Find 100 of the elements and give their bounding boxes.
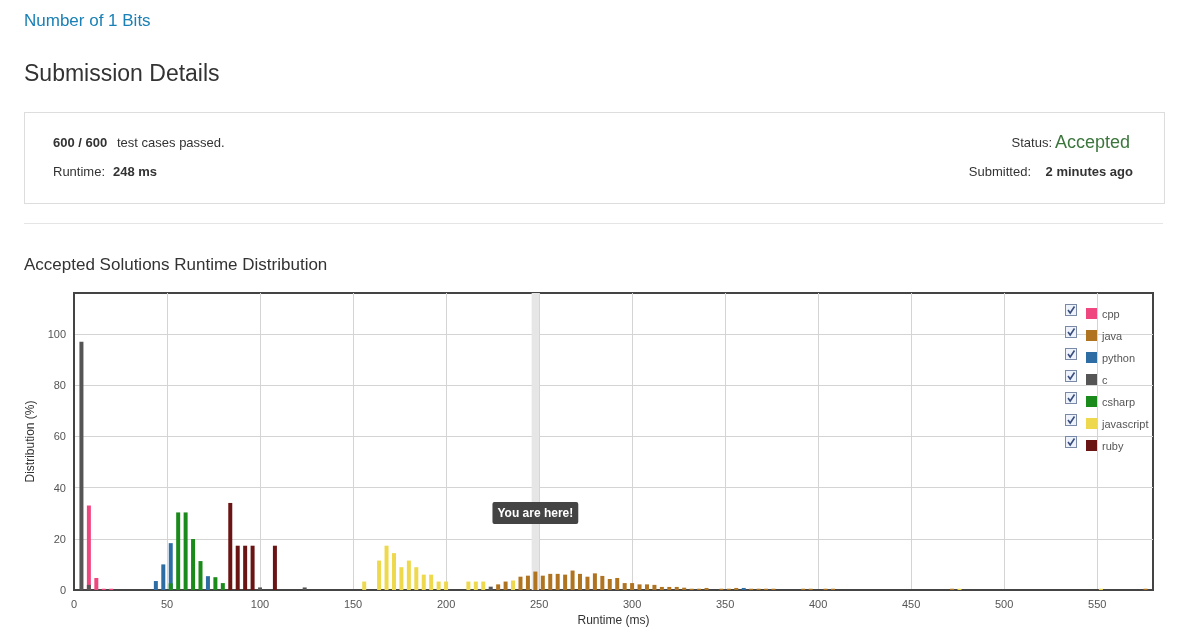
x-tick-label: 100 — [250, 597, 270, 610]
text: Accepted — [1054, 132, 1130, 153]
bar — [734, 587, 739, 590]
bar — [198, 561, 203, 590]
chart-title: Accepted Solutions Runtime Distribution — [24, 255, 328, 275]
y-tick-label: 0 — [59, 584, 66, 596]
x-tick-label: 150 — [343, 597, 363, 610]
bar — [555, 573, 560, 590]
x-tick-label: 300 — [622, 597, 642, 610]
bar — [563, 574, 568, 590]
x-axis-title: Runtime (ms) — [577, 613, 650, 627]
text: test cases passed. — [117, 135, 225, 150]
bar — [168, 583, 173, 590]
legend-label: java — [1101, 329, 1124, 342]
bar — [607, 578, 612, 590]
bar — [302, 587, 307, 590]
x-tick-label: 0 — [70, 597, 78, 610]
bar — [511, 580, 516, 590]
bar — [243, 545, 248, 590]
bar — [548, 573, 553, 590]
y-tick-label: 40 — [53, 481, 66, 494]
text: 600 / 600 — [53, 135, 108, 150]
bar — [667, 586, 672, 590]
bar — [674, 586, 679, 590]
x-tick-label: 550 — [1088, 597, 1107, 610]
bar — [250, 545, 255, 590]
bar — [183, 512, 188, 590]
bar — [228, 502, 233, 590]
y-tick-label: 80 — [53, 379, 66, 392]
bar — [518, 576, 523, 590]
bar — [592, 573, 597, 590]
bar — [391, 553, 396, 590]
bar — [503, 581, 508, 590]
bar — [377, 560, 382, 590]
bar — [600, 575, 605, 590]
bar — [652, 584, 657, 590]
bar — [496, 584, 501, 590]
text: 248 ms — [113, 164, 158, 179]
x-tick-label: 500 — [994, 597, 1014, 610]
x-tick-label: 450 — [901, 597, 921, 610]
bar — [704, 587, 709, 590]
y-tick-label: 60 — [53, 430, 66, 443]
text: 2 minutes ago — [1045, 164, 1133, 179]
bar — [578, 573, 583, 590]
bar — [384, 545, 389, 590]
text: Number of 1 Bits — [24, 11, 151, 31]
bar — [79, 341, 84, 590]
bar — [258, 587, 263, 590]
bar — [362, 581, 367, 590]
bar — [533, 571, 538, 590]
bar — [466, 581, 471, 590]
x-tick-label: 250 — [529, 597, 549, 610]
bar — [525, 575, 530, 590]
bar — [570, 570, 575, 590]
bar — [488, 586, 493, 590]
bar — [191, 539, 196, 590]
y-tick-label: 100 — [47, 327, 66, 340]
bar — [399, 567, 404, 590]
bar — [540, 575, 545, 590]
x-tick-label: 400 — [808, 597, 828, 610]
bar — [615, 577, 620, 590]
x-tick-label: 50 — [160, 597, 174, 610]
bar — [473, 581, 478, 590]
bar — [741, 587, 746, 590]
x-tick-label: 200 — [436, 597, 456, 610]
y-tick-label: 20 — [53, 532, 66, 545]
bar — [481, 581, 486, 590]
legend-label: csharp — [1102, 395, 1136, 408]
bar — [659, 586, 664, 590]
bar — [235, 545, 240, 590]
bar — [637, 584, 642, 590]
y-axis-title: Distribution (%) — [23, 400, 37, 483]
bar — [220, 583, 225, 590]
bar — [444, 581, 449, 590]
bar — [622, 583, 627, 590]
bar — [213, 577, 218, 590]
legend-label: ruby — [1102, 439, 1124, 452]
bar — [429, 574, 434, 590]
bar — [630, 583, 635, 590]
legend-label: cpp — [1102, 307, 1120, 320]
text: Status: — [1011, 135, 1052, 150]
bar — [644, 584, 649, 590]
bar — [272, 545, 277, 590]
text: Submission Details — [24, 60, 220, 87]
bar — [161, 564, 166, 590]
bar — [176, 512, 181, 590]
legend-label: c — [1102, 373, 1108, 386]
bar — [205, 576, 210, 590]
legend-label: python — [1102, 351, 1136, 364]
text: Runtime: — [53, 164, 106, 179]
legend-label: javascript — [1101, 417, 1149, 430]
bar — [436, 581, 441, 590]
bar — [414, 567, 419, 590]
bar — [421, 574, 426, 590]
bar — [86, 584, 91, 590]
x-tick-label: 350 — [715, 597, 735, 610]
bar — [585, 576, 590, 590]
bar — [94, 577, 99, 590]
bar — [153, 581, 158, 590]
text: Submitted: — [968, 164, 1031, 179]
